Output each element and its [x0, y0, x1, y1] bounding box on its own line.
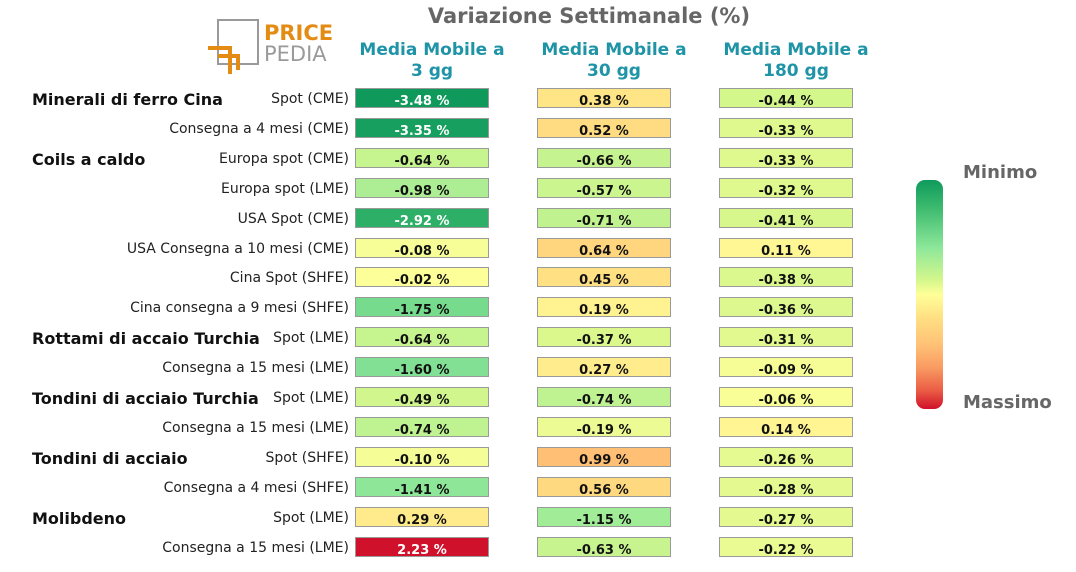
row-sub-label: Europa spot (LME) [221, 180, 349, 197]
row-sub-label: USA Consegna a 10 mesi (CME) [126, 240, 349, 257]
heatmap-cell: -1.60 % [355, 357, 489, 378]
heatmap-cell: 0.14 % [719, 416, 853, 438]
heatmap-cell: -1.41 % [355, 476, 489, 498]
heatmap-cell: -0.27 % [719, 506, 853, 528]
row-sub-label: Spot (LME) [273, 330, 349, 347]
heatmap-cell: -0.09 % [719, 357, 853, 378]
heatmap-cell: -0.38 % [719, 267, 853, 288]
row-sub-label: Consegna a 4 mesi (SHFE) [163, 479, 349, 496]
heatmap-cell: -0.49 % [355, 387, 489, 408]
column-header-line: 30 gg [587, 61, 641, 81]
row-sub-label: Consegna a 15 mesi (LME) [162, 539, 349, 556]
row-group-label: Minerali di ferro Cina [32, 90, 223, 109]
row-sub-label: Spot (SHFE) [265, 449, 349, 466]
colorbar-max-label: Massimo [963, 392, 1052, 413]
heatmap-cell: -0.66 % [537, 147, 671, 169]
heatmap-cell: -0.37 % [537, 327, 671, 348]
heatmap-cell: -3.35 % [355, 117, 489, 139]
column-header-line: Media Mobile a [723, 40, 869, 60]
heatmap-cell: -0.41 % [719, 207, 853, 229]
row-group-label: Molibdeno [32, 508, 127, 528]
heatmap-cell: -2.92 % [355, 207, 489, 229]
row-sub-label: Spot (LME) [273, 390, 349, 406]
heatmap-cell: -0.10 % [355, 446, 489, 468]
heatmap-cell: -0.64 % [355, 327, 489, 348]
row-sub-label: Spot (CME) [271, 91, 349, 107]
heatmap-cell: -0.02 % [355, 267, 489, 288]
heatmap-cell: -1.15 % [537, 506, 671, 528]
column-header-3: Media Mobile a 180 gg [706, 40, 886, 82]
heatmap-cell: -0.32 % [719, 177, 853, 199]
column-header-line: Media Mobile a [541, 40, 687, 60]
column-header-line: 3 gg [410, 61, 454, 81]
row-sub-label: Cina consegna a 9 mesi (SHFE) [130, 300, 349, 317]
heatmap-cell: -0.64 % [355, 147, 489, 169]
heatmap-cell: -0.33 % [719, 117, 853, 139]
row-sub-label: Consegna a 15 mesi (LME) [162, 360, 349, 377]
heatmap-cell: 0.29 % [355, 506, 489, 528]
colorbar-min-label: Minimo [963, 162, 1038, 183]
heatmap-cell: -0.26 % [719, 446, 853, 468]
heatmap-cell: -0.71 % [537, 207, 671, 229]
logo-arrow-outer [208, 46, 232, 74]
heatmap-cell: -0.22 % [719, 536, 853, 558]
heatmap-cell: -0.28 % [719, 476, 853, 498]
heatmap-cell: 2.23 % [355, 536, 489, 558]
heatmap-cell: -0.19 % [537, 416, 671, 438]
heatmap-cell: -3.48 % [355, 88, 489, 109]
row-sub-label: USA Spot (CME) [237, 210, 349, 227]
heatmap-cell: 0.52 % [537, 117, 671, 139]
row-sub-label: Consegna a 4 mesi (CME) [169, 120, 349, 137]
heatmap-cell: -0.63 % [537, 536, 671, 558]
row-sub-label: Europa spot (CME) [219, 150, 349, 167]
heatmap-cell: 0.11 % [719, 237, 853, 259]
heatmap-cell: 0.45 % [537, 267, 671, 288]
logo-text-price: PRICE [264, 21, 333, 45]
heatmap-cell: -0.57 % [537, 177, 671, 199]
heatmap-cell: 0.56 % [537, 476, 671, 498]
logo-text-pedia: PEDIA [264, 42, 327, 66]
row-sub-label: Spot (LME) [273, 509, 349, 526]
heatmap-cell: -1.75 % [355, 297, 489, 318]
colorbar [916, 180, 943, 409]
heatmap-cell: 0.38 % [537, 88, 671, 109]
row-group-label: Coils a caldo [32, 149, 146, 169]
heatmap-cell: 0.27 % [537, 357, 671, 378]
column-header-2: Media Mobile a 30 gg [524, 40, 704, 82]
row-group-label: Tondini di acciaio Turchia [32, 389, 259, 408]
heatmap-cell: -0.33 % [719, 147, 853, 169]
heatmap-cell: -0.44 % [719, 88, 853, 109]
heatmap-cell: 0.99 % [537, 446, 671, 468]
column-header-line: 180 gg [763, 61, 829, 81]
heatmap-cell: 0.64 % [537, 237, 671, 259]
chart-title: Variazione Settimanale (%) [427, 4, 751, 28]
column-header-line: Media Mobile a [359, 40, 505, 60]
row-group-label: Rottami di accaio Turchia [32, 329, 260, 349]
pricepedia-logo: PRICE PEDIA [208, 19, 333, 74]
logo-arrow-inner [218, 54, 240, 70]
heatmap-cell: -0.74 % [537, 387, 671, 408]
row-sub-label: Cina Spot (SHFE) [229, 270, 349, 287]
heatmap-cell: -0.08 % [355, 237, 489, 259]
row-sub-label: Consegna a 15 mesi (LME) [162, 419, 349, 436]
row-group-label: Tondini di acciaio [32, 448, 188, 468]
heatmap-cell: -0.31 % [719, 327, 853, 348]
heatmap-cell: -0.36 % [719, 297, 853, 318]
heatmap-cell: -0.98 % [355, 177, 489, 199]
heatmap-cell: -0.06 % [719, 387, 853, 408]
heatmap-cell: -0.74 % [355, 416, 489, 438]
heatmap-cell: 0.19 % [537, 297, 671, 318]
